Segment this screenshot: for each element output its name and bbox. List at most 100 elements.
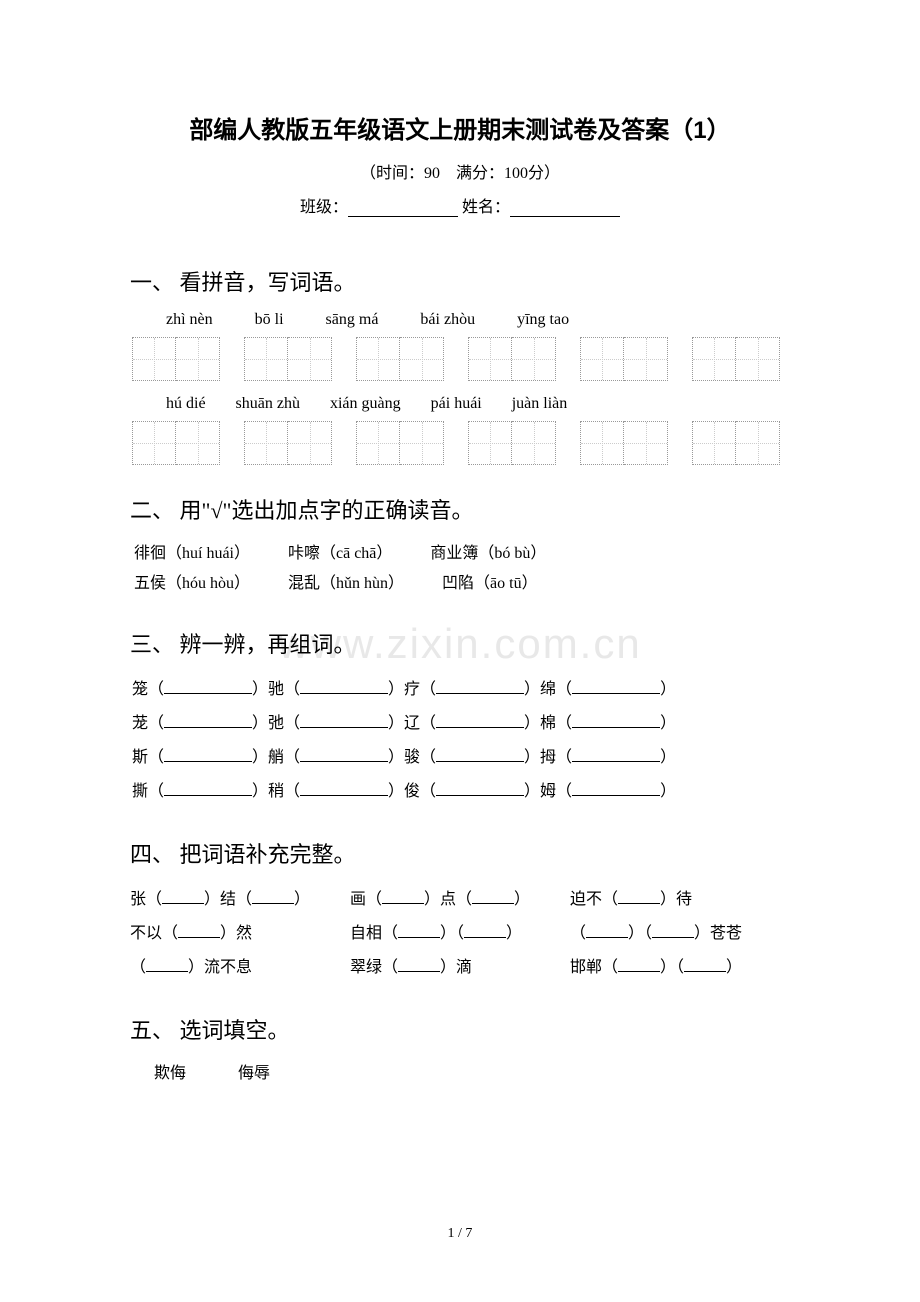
q3-text: ）绵（ [524,681,572,698]
name-label: 姓名： [462,199,510,216]
char-box [400,421,444,465]
fill-blank [572,780,660,796]
q3-text: ） [660,749,676,766]
q4-text: ） [514,891,530,908]
pinyin-item: sāng má [326,311,379,329]
box-row-1 [130,337,790,381]
q2-item: 徘徊（huí huái） [134,539,250,569]
q4-text: （ [130,959,146,976]
class-name-line: 班级： 姓名： [130,193,790,217]
char-box [624,421,668,465]
box-row-2 [130,421,790,465]
q4-text: ） [294,891,310,908]
char-pair [244,421,332,465]
section-1-heading: 一、 看拼音，写词语。 [130,265,790,297]
q4-row: 张（）结（） 画（）点（） 迫不（）待 [130,883,790,917]
fill-blank [382,888,424,904]
char-pair [692,337,780,381]
q4-text: 张（ [130,891,162,908]
page-subtitle: （时间：90 满分：100分） [130,159,790,183]
char-pair [356,421,444,465]
fill-blank [572,712,660,728]
char-box [468,421,512,465]
q3-text: ）骏（ [388,749,436,766]
fill-blank [164,678,252,694]
char-box [132,421,176,465]
char-box [176,337,220,381]
char-box [624,337,668,381]
pinyin-item: xián guàng [330,395,401,413]
fill-blank [436,712,524,728]
fill-blank [300,746,388,762]
q4-text: （ [570,925,586,942]
q4-cell: 张（）结（） [130,883,350,917]
pinyin-item: bái zhòu [420,311,475,329]
class-blank [348,199,458,217]
char-box [580,337,624,381]
q2-item: 五侯（hóu hòu） [134,569,250,599]
char-box [244,337,288,381]
char-box [692,421,736,465]
pinyin-item: zhì nèn [166,311,213,329]
char-box [132,337,176,381]
char-box [288,421,332,465]
fill-blank [252,888,294,904]
char-pair [244,337,332,381]
fill-blank [436,780,524,796]
fill-blank [684,956,726,972]
q4-text: 自相（ [350,925,398,942]
pinyin-item: shuān zhù [236,395,300,413]
q3-row: 茏（）弛（）辽（）棉（） [130,707,790,741]
char-box [512,421,556,465]
q3-text: ） [660,681,676,698]
fill-blank [618,888,660,904]
char-box [468,337,512,381]
char-box [176,421,220,465]
fill-blank [300,678,388,694]
char-pair [132,421,220,465]
q3-text: 笼（ [132,681,164,698]
char-pair [132,337,220,381]
fill-blank [398,956,440,972]
q4-text: ）（ [440,925,464,942]
q5-word: 欺侮 [154,1065,186,1082]
q3-text: ）弛（ [252,715,300,732]
char-box [356,337,400,381]
fill-blank [572,746,660,762]
q4-text: 邯郸（ [570,959,618,976]
section-2-heading: 二、 用"√"选出加点字的正确读音。 [130,493,790,525]
q4-cell: 翠绿（）滴 [350,951,570,985]
q3-text: ）拇（ [524,749,572,766]
q4-cell: 迫不（）待 [570,883,790,917]
fill-blank [586,922,628,938]
q3-text: ）俊（ [388,783,436,800]
q4-cell: 邯郸（）（） [570,951,790,985]
q4-text: ）（ [660,959,684,976]
fill-blank [398,922,440,938]
q3-text: 斯（ [132,749,164,766]
char-box [512,337,556,381]
q4-cell: 不以（）然 [130,917,350,951]
q4-text: ）点（ [424,891,472,908]
q4-cell: （）流不息 [130,951,350,985]
q2-line-1: 徘徊（huí huái） 咔嚓（cā chā） 商业簿（bó bù） [130,539,790,569]
char-pair [580,421,668,465]
q3-text: ）姆（ [524,783,572,800]
q3-text: ）艄（ [252,749,300,766]
q2-item: 商业簿（bó bù） [430,539,546,569]
q4-text: 不以（ [130,925,178,942]
fill-blank [162,888,204,904]
fill-blank [164,780,252,796]
pinyin-item: pái huái [431,395,482,413]
q3-text: ）辽（ [388,715,436,732]
q4-row: 不以（）然 自相（）（） （）（）苍苍 [130,917,790,951]
q4-text: ）（ [628,925,652,942]
class-label: 班级： [300,199,348,216]
q3-text: 撕（ [132,783,164,800]
q3-text: ）棉（ [524,715,572,732]
q3-text: ） [660,783,676,800]
fill-blank [436,678,524,694]
fill-blank [652,922,694,938]
q2-line-2: 五侯（hóu hòu） 混乱（hǔn hùn） 凹陷（āo tū） [130,569,790,599]
name-blank [510,199,620,217]
